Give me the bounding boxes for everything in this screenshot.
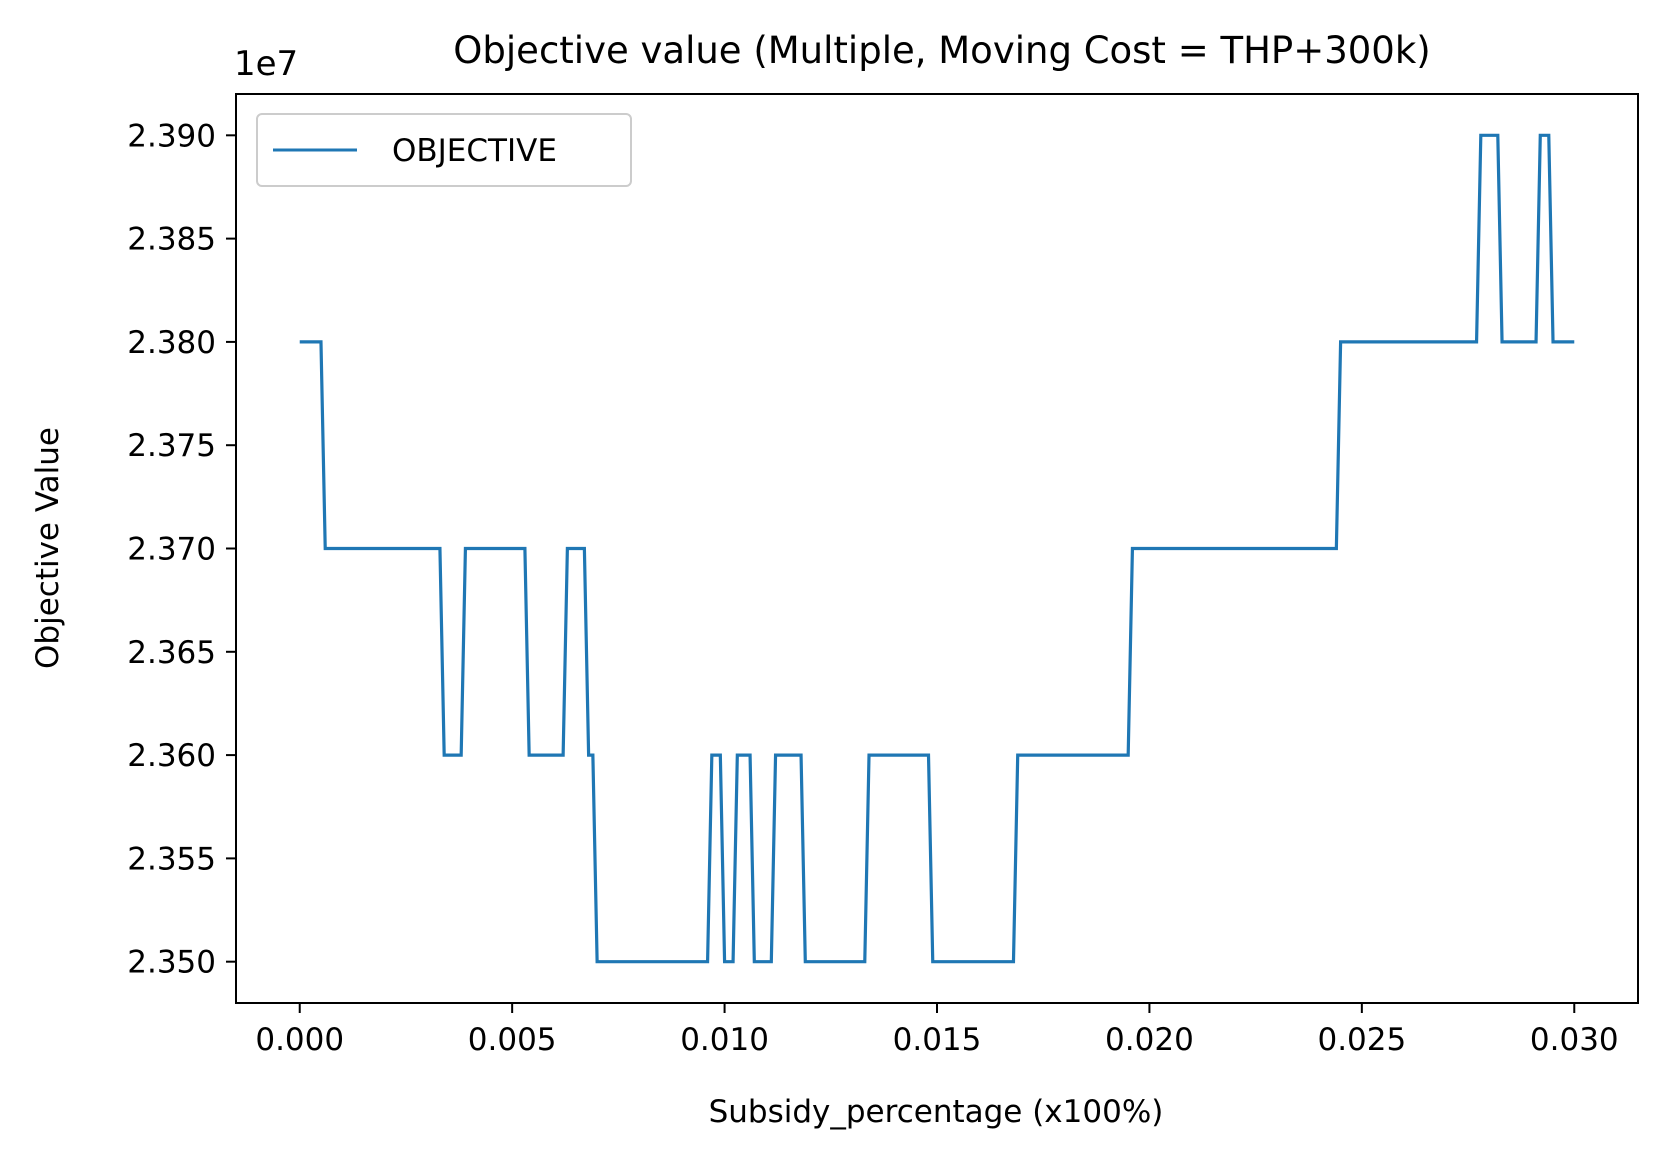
x-tick-label: 0.000 <box>255 1022 344 1058</box>
x-tick-label: 0.015 <box>893 1022 982 1058</box>
y-tick-label: 2.355 <box>127 841 216 877</box>
y-tick-label: 2.350 <box>127 945 216 981</box>
legend-frame <box>256 113 632 187</box>
y-tick-label: 2.375 <box>127 428 216 464</box>
chart-title: Objective value (Multiple, Moving Cost =… <box>453 29 1430 72</box>
y-tick-label: 2.385 <box>127 222 216 258</box>
y-tick-label: 2.380 <box>127 325 216 361</box>
x-axis-label: Subsidy_percentage (x100%) <box>709 1094 1164 1130</box>
y-tick-label: 2.370 <box>127 532 216 568</box>
series-line-0 <box>299 133 1575 964</box>
x-tick-label: 0.020 <box>1105 1022 1194 1058</box>
y-tick-label: 2.365 <box>127 635 216 671</box>
y-tick-label: 2.390 <box>127 118 216 154</box>
y-tick-label: 2.360 <box>127 738 216 774</box>
legend-label: OBJECTIVE <box>392 133 557 169</box>
plot-area <box>235 93 1639 1004</box>
legend: OBJECTIVE <box>256 113 632 187</box>
x-tick-label: 0.010 <box>680 1022 769 1058</box>
x-tick-label: 0.005 <box>468 1022 557 1058</box>
y-offset-label: 1e7 <box>234 44 298 84</box>
y-axis: 2.350 2.355 2.360 2.365 2.370 2.375 2.380 2.385… <box>127 118 236 981</box>
x-tick-label: 0.025 <box>1317 1022 1406 1058</box>
plot-background <box>236 94 1638 1003</box>
x-tick-label: 0.030 <box>1530 1022 1619 1058</box>
x-axis: 0.000 0.005 0.010 0.015 0.020 0.025 0.030 <box>255 1003 1619 1058</box>
y-axis-label: Objective Value <box>30 427 66 669</box>
